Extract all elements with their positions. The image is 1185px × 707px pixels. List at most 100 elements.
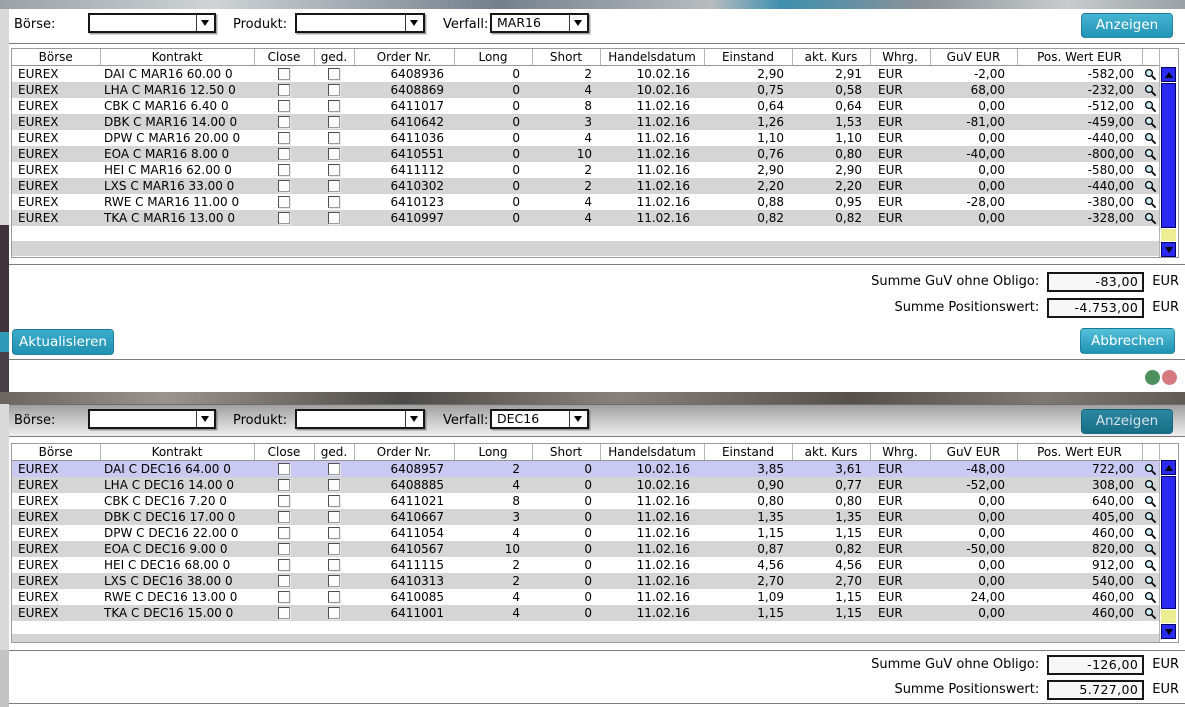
column-header-close[interactable]: Close [254,49,315,66]
aktualisieren-button[interactable]: Aktualisieren [12,329,114,355]
scroll-up-button[interactable] [1161,67,1176,82]
column-header-guv_eur[interactable]: GuV EUR [930,49,1018,66]
ged-checkbox[interactable] [328,180,340,192]
ged-checkbox[interactable] [328,479,340,491]
close-checkbox[interactable] [278,212,290,224]
close-checkbox[interactable] [278,575,290,587]
column-header-short[interactable]: Short [532,49,601,66]
position-row[interactable]: EUREX LHA C DEC16 14.00 0 6408885 4 0 10.02.1… [12,477,1159,493]
scrollbar-thumb[interactable] [1161,476,1176,609]
position-row[interactable]: EUREX LHA C MAR16 12.50 0 6408869 0 4 10.02.1… [12,82,1159,98]
ged-checkbox[interactable] [328,212,340,224]
position-row[interactable]: EUREX DBK C DEC16 17.00 0 6410667 3 0 11.02.1… [12,509,1159,525]
magnifier-icon[interactable] [1144,116,1157,129]
ged-checkbox[interactable] [328,196,340,208]
produkt-select[interactable] [295,409,425,429]
close-checkbox[interactable] [278,591,290,603]
ged-checkbox[interactable] [328,148,340,160]
column-header-handelsdatum[interactable]: Handelsdatum [600,444,705,461]
magnifier-icon[interactable] [1144,148,1157,161]
close-checkbox[interactable] [278,164,290,176]
boerse-select[interactable] [88,409,216,429]
ged-checkbox[interactable] [328,463,340,475]
column-header-kontrakt[interactable]: Kontrakt [100,49,255,66]
position-row[interactable]: EUREX LXS C DEC16 38.00 0 6410313 2 0 11.02.1… [12,573,1159,589]
ged-checkbox[interactable] [328,84,340,96]
column-header-boerse[interactable]: Börse [12,49,101,66]
column-header-long[interactable]: Long [454,444,533,461]
close-checkbox[interactable] [278,511,290,523]
column-header-whrg[interactable]: Whrg. [870,49,931,66]
column-header-einstand[interactable]: Einstand [704,49,793,66]
column-header-akt_kurs[interactable]: akt. Kurs [792,444,871,461]
scroll-down-button[interactable] [1161,624,1176,639]
position-row[interactable]: EUREX TKA C MAR16 13.00 0 6410997 0 4 11.02.1… [12,210,1159,226]
ged-checkbox[interactable] [328,511,340,523]
position-row[interactable]: EUREX DPW C MAR16 20.00 0 6411036 0 4 11.02.1… [12,130,1159,146]
column-header-short[interactable]: Short [532,444,601,461]
position-row[interactable]: EUREX LXS C MAR16 33.00 0 6410302 0 2 11.02.1… [12,178,1159,194]
close-checkbox[interactable] [278,463,290,475]
column-header-whrg[interactable]: Whrg. [870,444,931,461]
magnifier-icon[interactable] [1144,575,1157,588]
close-checkbox[interactable] [278,148,290,160]
position-row[interactable]: EUREX CBK C MAR16 6.40 0 6411017 0 8 11.02.16… [12,98,1159,114]
ged-checkbox[interactable] [328,495,340,507]
column-header-lupe[interactable] [1142,444,1159,461]
magnifier-icon[interactable] [1144,591,1157,604]
position-row[interactable]: EUREX HEI C DEC16 68.00 0 6411115 2 0 11.02.1… [12,557,1159,573]
position-row[interactable]: EUREX EOA C DEC16 9.00 0 6410567 10 0 11.02.1… [12,541,1159,557]
horizontal-scrollbar[interactable] [12,241,1159,256]
magnifier-icon[interactable] [1144,607,1157,620]
scrollbar-thumb[interactable] [1161,83,1176,228]
anzeigen-button[interactable]: Anzeigen [1081,409,1173,434]
horizontal-scrollbar[interactable] [12,634,1159,642]
magnifier-icon[interactable] [1144,511,1157,524]
scroll-down-button[interactable] [1161,242,1176,257]
ged-checkbox[interactable] [328,575,340,587]
column-header-long[interactable]: Long [454,49,533,66]
close-checkbox[interactable] [278,180,290,192]
close-checkbox[interactable] [278,479,290,491]
magnifier-icon[interactable] [1144,132,1157,145]
column-header-order_nr[interactable]: Order Nr. [354,444,455,461]
column-header-ged[interactable]: ged. [314,49,355,66]
position-row[interactable]: EUREX TKA C DEC16 15.00 0 6411001 4 0 11.02.1… [12,605,1159,621]
column-header-ged[interactable]: ged. [314,444,355,461]
column-header-lupe[interactable] [1142,49,1159,66]
magnifier-icon[interactable] [1144,495,1157,508]
position-row[interactable]: EUREX CBK C DEC16 7.20 0 6411021 8 0 11.02.16… [12,493,1159,509]
ged-checkbox[interactable] [328,591,340,603]
magnifier-icon[interactable] [1144,543,1157,556]
magnifier-icon[interactable] [1144,68,1157,81]
vertical-scrollbar[interactable] [1159,444,1178,642]
position-row[interactable]: EUREX DPW C DEC16 22.00 0 6411054 4 0 11.02.1… [12,525,1159,541]
column-header-akt_kurs[interactable]: akt. Kurs [792,49,871,66]
vertical-scrollbar[interactable] [1159,49,1178,257]
close-checkbox[interactable] [278,495,290,507]
magnifier-icon[interactable] [1144,212,1157,225]
position-row[interactable]: EUREX HEI C MAR16 62.00 0 6411112 0 2 11.02.1… [12,162,1159,178]
close-checkbox[interactable] [278,68,290,80]
abbrechen-button[interactable]: Abbrechen [1080,328,1175,354]
position-row[interactable]: EUREX DAI C DEC16 64.00 0 6408957 2 0 10.02.1… [12,460,1159,477]
boerse-select[interactable] [88,13,216,33]
ged-checkbox[interactable] [328,607,340,619]
close-checkbox[interactable] [278,527,290,539]
position-row[interactable]: EUREX RWE C MAR16 11.00 0 6410123 0 4 11.02.1… [12,194,1159,210]
magnifier-icon[interactable] [1144,180,1157,193]
verfall-select[interactable]: MAR16 [490,13,589,33]
scroll-up-button[interactable] [1161,460,1176,475]
column-header-handelsdatum[interactable]: Handelsdatum [600,49,705,66]
magnifier-icon[interactable] [1144,463,1157,476]
ged-checkbox[interactable] [328,100,340,112]
scrollbar-track-end[interactable] [1161,610,1176,623]
ged-checkbox[interactable] [328,132,340,144]
close-checkbox[interactable] [278,132,290,144]
scrollbar-track-end[interactable] [1161,229,1176,241]
close-checkbox[interactable] [278,116,290,128]
close-checkbox[interactable] [278,543,290,555]
magnifier-icon[interactable] [1144,84,1157,97]
position-row[interactable]: EUREX DBK C MAR16 14.00 0 6410642 0 3 11.02.1… [12,114,1159,130]
anzeigen-button[interactable]: Anzeigen [1081,13,1173,38]
